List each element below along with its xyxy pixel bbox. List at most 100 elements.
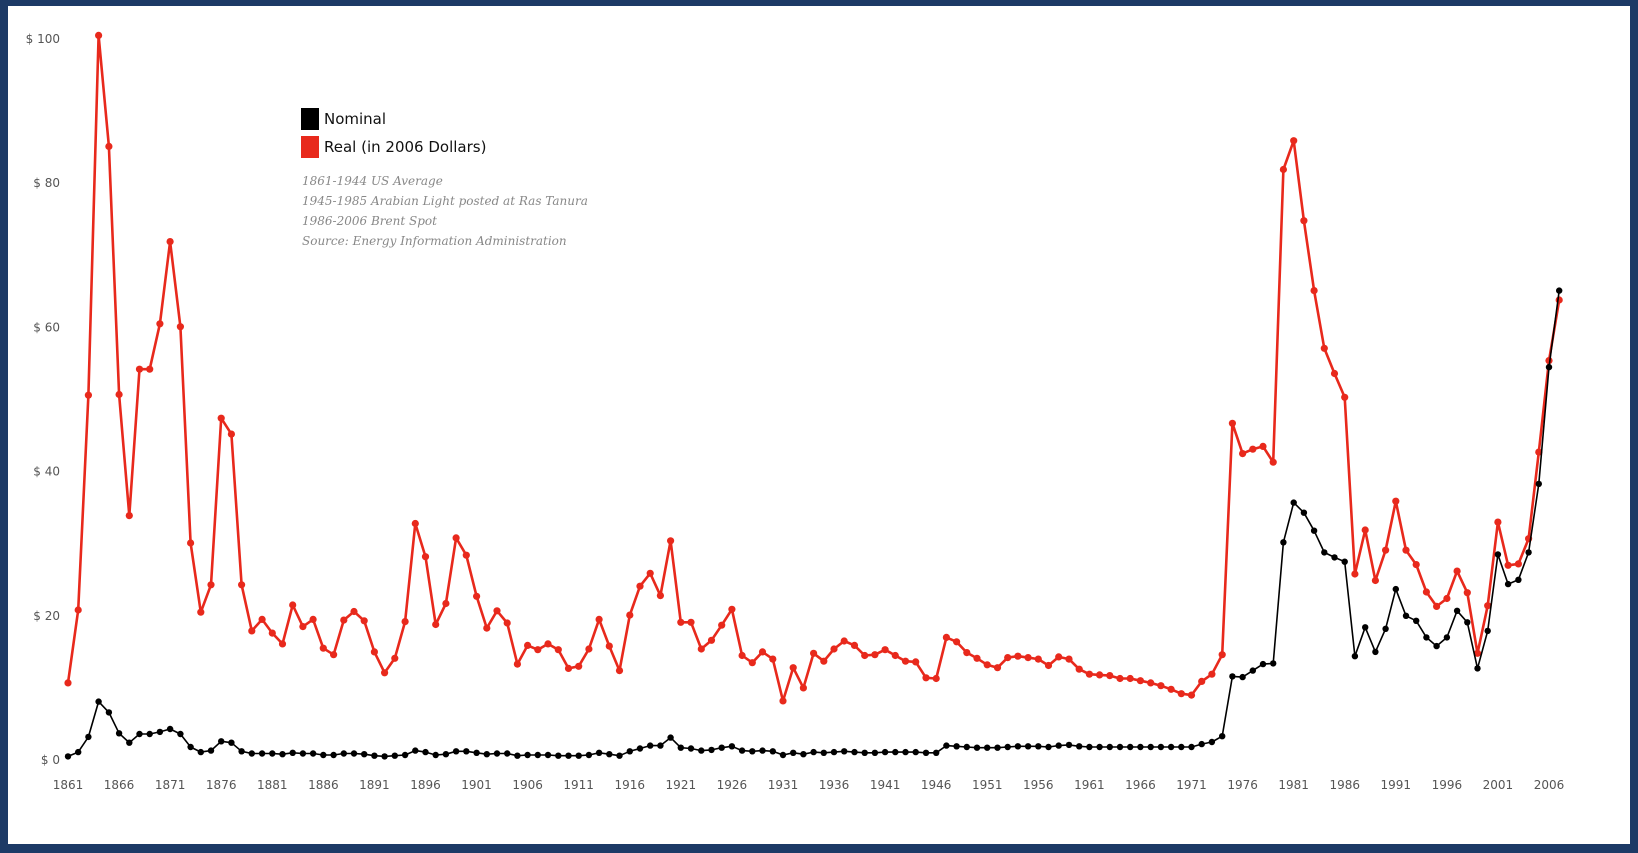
data-point-nominal: [64, 753, 72, 760]
data-point-real: [401, 618, 409, 626]
y-tick-label: $ 40: [33, 465, 60, 479]
data-point-real: [125, 512, 133, 520]
data-point-nominal: [1096, 743, 1103, 751]
data-point-nominal: [136, 730, 143, 738]
data-point-nominal: [1433, 642, 1440, 650]
data-point-real: [309, 615, 317, 624]
data-point-real: [1177, 690, 1185, 698]
data-point-nominal: [391, 752, 398, 759]
x-tick-label: 1926: [717, 778, 748, 792]
data-point-real: [1422, 588, 1430, 596]
data-point-nominal: [1453, 607, 1461, 614]
data-point-real: [411, 519, 419, 528]
data-point-nominal: [1004, 743, 1011, 751]
data-point-nominal: [524, 751, 531, 759]
data-point-real: [421, 553, 430, 561]
data-point-nominal: [1076, 743, 1083, 750]
data-point-real: [1187, 691, 1196, 699]
data-point-real: [758, 648, 767, 656]
data-point-real: [1453, 567, 1461, 575]
data-point-real: [1484, 602, 1492, 610]
data-point-real: [1555, 296, 1563, 304]
data-point-real: [268, 629, 276, 637]
data-point-nominal: [902, 748, 909, 756]
data-point-real: [370, 648, 378, 656]
data-point-nominal: [769, 748, 776, 755]
data-point-nominal: [1055, 742, 1062, 749]
data-point-real: [942, 633, 951, 642]
data-point-real: [64, 679, 72, 687]
x-tick-label: 1876: [206, 778, 237, 792]
data-point-real: [289, 601, 297, 609]
data-point-nominal: [820, 749, 827, 756]
data-point-real: [748, 659, 756, 667]
chart-frame: $ 0 $ 20 $ 40 $ 60 $ 80 $ 100 1861 1866 1871 187…: [8, 6, 1630, 844]
data-point-nominal: [1392, 585, 1400, 593]
data-point-nominal: [422, 748, 429, 756]
data-point-nominal: [606, 751, 613, 758]
data-point-nominal: [1525, 549, 1532, 556]
data-point-nominal: [1167, 743, 1175, 751]
data-point-real: [554, 646, 562, 654]
data-point-nominal: [166, 725, 174, 733]
data-point-nominal: [483, 751, 490, 758]
data-point-real: [156, 320, 164, 328]
data-point-nominal: [1239, 673, 1246, 681]
data-point-nominal: [984, 744, 991, 751]
data-point-nominal: [953, 743, 960, 750]
data-point-real: [1473, 649, 1482, 657]
data-point-real: [432, 620, 440, 629]
data-point-nominal: [1310, 527, 1318, 534]
legend-swatch-real: [301, 136, 319, 158]
data-point-nominal: [912, 748, 919, 756]
data-point-real: [605, 642, 613, 650]
data-point-real: [473, 592, 481, 600]
data-point-nominal: [85, 733, 92, 741]
data-point-real: [595, 615, 603, 624]
data-point-nominal: [728, 743, 736, 750]
data-point-nominal: [555, 752, 562, 759]
data-point-real: [1147, 679, 1155, 687]
data-point-nominal: [197, 748, 204, 756]
x-tick-label: 2006: [1534, 778, 1565, 792]
data-point-nominal: [667, 734, 674, 741]
data-point-real: [1106, 672, 1114, 680]
data-point-nominal: [1229, 673, 1236, 680]
data-point-real: [452, 534, 460, 542]
data-point-real: [197, 608, 205, 616]
data-point-real: [544, 640, 552, 648]
data-point-nominal: [504, 750, 511, 757]
x-tick-label: 1881: [257, 778, 288, 792]
data-point-real: [1341, 393, 1349, 401]
data-point-real: [1085, 670, 1093, 678]
data-point-nominal: [177, 730, 184, 738]
data-point-real: [1494, 518, 1502, 526]
data-point-nominal: [330, 751, 337, 759]
x-tick-label: 1941: [870, 778, 901, 792]
data-point-real: [993, 664, 1002, 672]
data-point-nominal: [218, 738, 225, 745]
data-point-nominal: [1351, 653, 1359, 660]
data-point-real: [534, 646, 542, 654]
y-tick-label: $ 20: [33, 609, 60, 623]
data-point-real: [84, 391, 92, 399]
data-point-real: [483, 624, 491, 632]
y-tick-label: $ 60: [33, 320, 60, 334]
data-point-real: [881, 646, 889, 654]
data-point-nominal: [1423, 634, 1430, 641]
data-point-nominal: [1535, 480, 1543, 488]
data-point-nominal: [718, 744, 725, 751]
x-tick-label: 1916: [614, 778, 645, 792]
data-point-nominal: [1413, 617, 1420, 624]
data-point-nominal: [657, 742, 664, 749]
data-point-real: [830, 645, 838, 653]
data-point-nominal: [861, 749, 868, 756]
data-point-nominal: [810, 748, 817, 756]
data-point-nominal: [1372, 648, 1379, 656]
data-point-nominal: [626, 748, 633, 755]
data-point-nominal: [1147, 743, 1154, 751]
data-point-nominal: [1474, 665, 1481, 672]
data-point-nominal: [922, 749, 930, 756]
note-line-2: 1945-1985 Arabian Light posted at Ras Ta…: [302, 194, 588, 208]
source-notes: 1861-1944 US Average 1945-1985 Arabian L…: [302, 174, 588, 248]
